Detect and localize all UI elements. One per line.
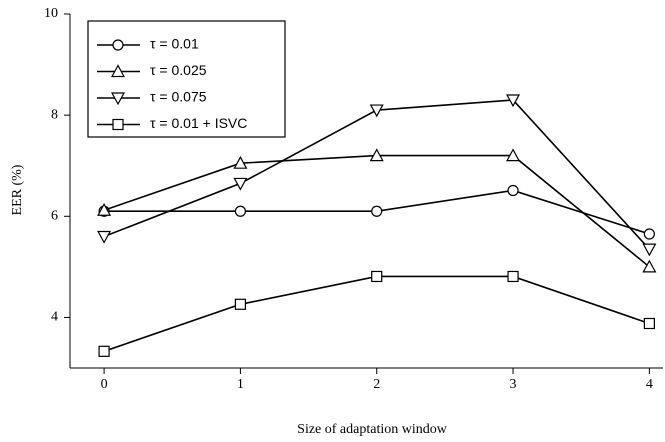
legend-marker — [112, 39, 124, 51]
y-tick-label: 10 — [44, 6, 58, 21]
marker — [507, 270, 519, 283]
y-tick-label: 8 — [51, 107, 58, 122]
y-tick-label: 4 — [51, 310, 58, 325]
series-line — [103, 275, 650, 353]
legend-label: τ = 0.075 — [150, 89, 207, 105]
marker — [506, 148, 521, 162]
marker — [234, 298, 247, 310]
marker — [506, 94, 521, 108]
marker — [507, 184, 519, 197]
marker — [643, 228, 655, 240]
marker — [642, 243, 657, 257]
x-tick-label: 3 — [510, 377, 517, 392]
legend-label: τ = 0.01 — [150, 36, 199, 52]
marker — [233, 155, 248, 169]
x-tick-label: 4 — [646, 377, 653, 392]
y-axis-label: EER (%) — [10, 164, 25, 215]
marker — [97, 202, 112, 216]
marker — [233, 177, 248, 191]
legend-label: τ = 0.025 — [150, 62, 207, 78]
marker — [371, 270, 383, 283]
marker — [371, 205, 383, 217]
marker — [369, 148, 384, 162]
marker — [643, 317, 655, 330]
marker — [234, 205, 247, 217]
x-tick-label: 1 — [237, 377, 244, 392]
legend-marker — [110, 92, 126, 106]
y-tick-label: 6 — [51, 209, 58, 224]
marker — [369, 104, 384, 118]
marker — [98, 345, 110, 357]
legend-label: τ = 0.01 + ISVC — [150, 115, 247, 131]
x-tick-label: 0 — [101, 377, 108, 392]
marker — [97, 230, 112, 244]
x-axis-label: Size of adaptation window — [297, 422, 448, 437]
legend-marker — [112, 118, 124, 131]
x-tick-label: 2 — [373, 377, 380, 392]
marker — [642, 259, 657, 273]
legend-marker — [110, 64, 126, 78]
